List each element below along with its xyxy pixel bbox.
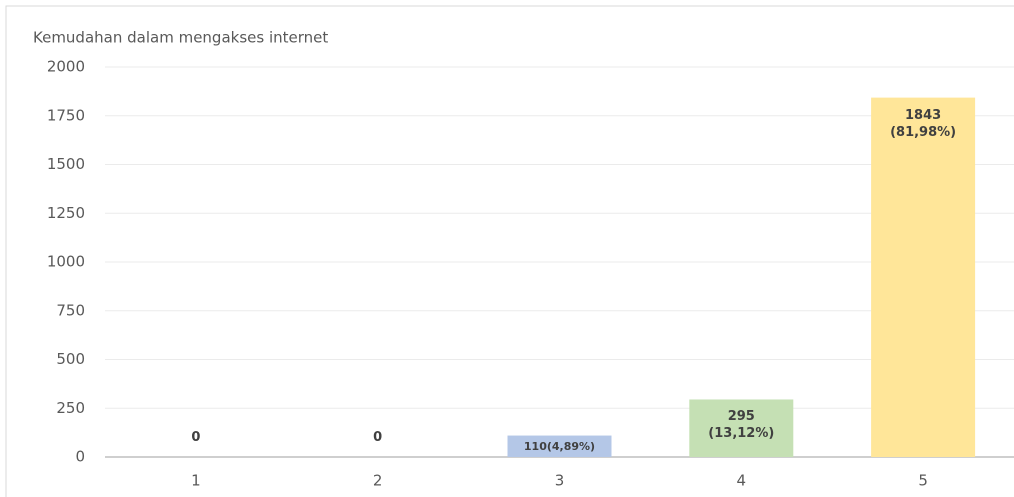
value-label: 110(4,89%) [523,439,596,453]
y-tick-label: 250 [56,399,85,417]
chart-border [5,5,1014,497]
x-tick-label: 5 [918,472,928,490]
y-tick-label: 750 [56,301,85,319]
chart-title: Kemudahan dalam mengakses internet [33,29,328,47]
x-tick-label: 3 [555,472,565,490]
y-tick-label: 1750 [47,106,85,124]
value-label: 0 [191,430,201,445]
bar [689,399,794,457]
y-tick-label: 2000 [47,58,85,76]
y-tick-label: 1500 [47,155,85,173]
x-tick-label: 1 [191,472,201,490]
y-tick-label: 1000 [47,253,85,271]
bar [507,435,612,457]
y-tick-label: 1250 [47,204,85,222]
x-tick-label: 4 [737,472,747,490]
y-tick-label: 0 [75,448,85,466]
y-tick-label: 500 [56,350,85,368]
value-label: 0 [373,430,383,445]
value-label: 295 (13,12%) [708,409,775,442]
x-tick-label: 2 [373,472,383,490]
bar [871,97,976,458]
value-label: 1843 (81,98%) [890,107,957,140]
